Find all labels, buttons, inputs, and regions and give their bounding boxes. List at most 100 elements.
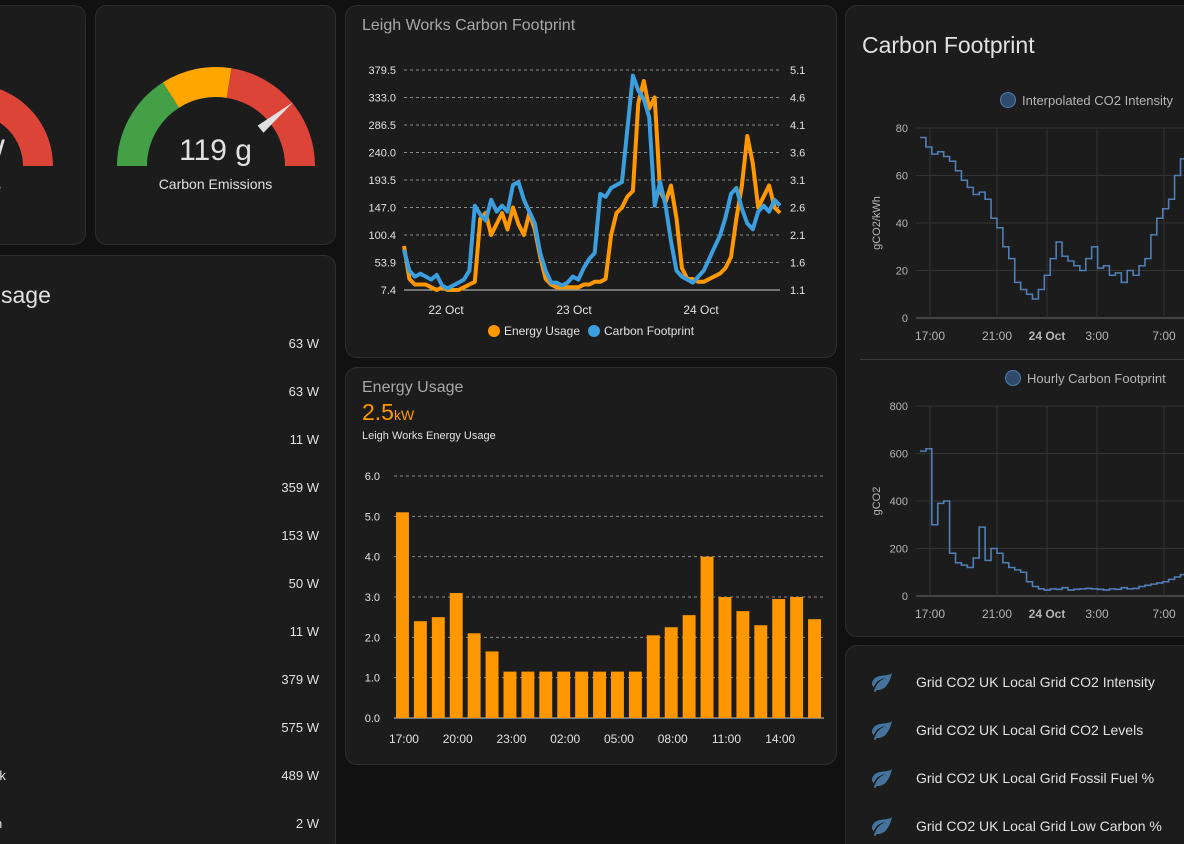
legend-energy-usage[interactable]: Energy Usage	[487, 324, 580, 338]
legend-carbon-footprint[interactable]: Carbon Footprint	[588, 324, 694, 338]
y-tick: 6.0	[365, 471, 380, 483]
energy-usage-card: Energy Usage 2.5kW Leigh Works Energy Us…	[345, 367, 837, 765]
bar	[790, 597, 804, 718]
y-tick: 3.0	[365, 592, 380, 604]
y-left-tick: 53.9	[375, 258, 396, 270]
usage-row-value[interactable]: 379 W	[281, 672, 319, 687]
gauge-card-carbon[interactable]: 119 g Carbon Emissions	[95, 5, 336, 245]
x-tick: 11:00	[712, 732, 741, 746]
x-tick: 7:00	[1152, 329, 1176, 343]
usage-row-name: n	[0, 816, 2, 831]
gauge-needle	[257, 102, 294, 133]
usage-row-value[interactable]: 11 W	[289, 624, 319, 639]
bar	[808, 619, 821, 718]
y-left-tick: 147.0	[368, 203, 396, 215]
power-gauge-label: e	[0, 179, 1, 195]
x-tick: 24 Oct	[1029, 329, 1066, 343]
y-right-tick: 3.6	[790, 148, 805, 160]
co2-intensity-chart[interactable]: 0 20 40 60 80 17:00 21:00 24 Oct 3:00 7:00 gCO2/kW…	[846, 114, 1184, 354]
x-tick: 24 Oct	[1029, 607, 1066, 621]
bar	[521, 671, 535, 718]
usage-row-value[interactable]: 63 W	[288, 336, 319, 351]
y-tick: 800	[890, 401, 908, 413]
usage-row-value[interactable]: 489 W	[281, 768, 319, 783]
y-tick: 400	[890, 496, 908, 508]
bar	[611, 671, 624, 718]
x-tick: 24 Oct	[683, 303, 719, 317]
bar	[718, 597, 732, 718]
usage-row-value[interactable]: 11 W	[289, 432, 319, 447]
y-tick: 20	[896, 266, 908, 278]
chart2-legend[interactable]: Hourly Carbon Footprint	[1005, 370, 1166, 386]
bar	[449, 592, 463, 718]
x-tick: 3:00	[1085, 607, 1109, 621]
bar	[575, 671, 589, 718]
y-right-tick: 2.6	[790, 203, 805, 215]
entity-label: Grid CO2 UK Local Grid CO2 Intensity	[916, 674, 1155, 690]
y-axis-label: gCO2/kWh	[871, 196, 883, 250]
bar	[664, 627, 678, 718]
x-tick: 23:00	[496, 732, 526, 746]
usage-row-value[interactable]: 575 W	[281, 720, 319, 735]
usage-row-value[interactable]: 50 W	[288, 576, 319, 591]
x-tick: 23 Oct	[556, 303, 592, 317]
series-line	[920, 447, 1184, 591]
y-left-tick: 379.5	[368, 65, 396, 77]
series-line	[402, 73, 782, 291]
usage-row-value[interactable]: 359 W	[281, 480, 319, 495]
y-right-tick: 4.6	[790, 93, 805, 105]
y-left-tick: 240.0	[368, 148, 396, 160]
energy-unit: kW	[393, 407, 415, 423]
bar	[557, 671, 571, 718]
legend-label: Carbon Footprint	[604, 324, 695, 338]
x-tick: 21:00	[982, 329, 1012, 343]
x-tick: 3:00	[1085, 329, 1109, 343]
y-left-tick: 333.0	[368, 93, 396, 105]
leaf-icon	[872, 769, 892, 788]
x-tick: 7:00	[1152, 607, 1176, 621]
y-tick: 0.0	[365, 713, 380, 725]
y-left-tick: 193.5	[368, 175, 396, 187]
entity-row[interactable]: Grid CO2 UK Local Grid Low Carbon %	[870, 814, 1162, 838]
usage-card-title: sage	[1, 282, 51, 308]
bar	[646, 635, 660, 718]
entity-row[interactable]: Grid CO2 UK Local Grid Fossil Fuel %	[870, 766, 1154, 790]
x-tick: 14:00	[765, 732, 795, 746]
x-tick: 08:00	[658, 732, 688, 746]
hourly-footprint-chart[interactable]: 0 200 400 600 800 17:00 21:00 24 Oct 3:00 7:00 gCO…	[846, 392, 1184, 632]
entity-label: Grid CO2 UK Local Grid CO2 Levels	[916, 722, 1144, 738]
bar	[431, 617, 445, 718]
bar	[628, 671, 642, 718]
chart2-legend-label: Hourly Carbon Footprint	[1027, 370, 1166, 386]
gauge-card-power[interactable]: W e	[0, 5, 86, 245]
bar	[467, 633, 481, 718]
x-tick: 17:00	[389, 732, 419, 746]
legend-label: Energy Usage	[503, 324, 580, 338]
y-right-tick: 4.1	[790, 120, 805, 132]
chart1-legend[interactable]: Interpolated CO2 Intensity	[1000, 92, 1173, 108]
footprint-chart[interactable]: 379.5 5.1 333.0 4.6 286.5 4.1 240.0 3.6 193.5 3.1…	[346, 36, 837, 356]
y-tick: 4.0	[365, 552, 380, 564]
y-axis-label: gCO2	[871, 487, 883, 516]
y-tick: 1.0	[365, 673, 380, 685]
energy-bar-chart[interactable]: 0.0 1.0 2.0 3.0 4.0 5.0 6.0 17:00 20:00 23:00 02:0…	[346, 458, 837, 758]
energy-subtitle: Leigh Works Energy Usage	[362, 430, 496, 442]
y-right-tick: 1.6	[790, 258, 805, 270]
y-right-tick: 2.1	[790, 230, 805, 242]
usage-row-value[interactable]: 63 W	[288, 384, 319, 399]
y-left-tick: 7.4	[381, 285, 396, 297]
entity-row[interactable]: Grid CO2 UK Local Grid CO2 Levels	[870, 718, 1143, 742]
x-tick: 17:00	[915, 329, 945, 343]
y-right-tick: 5.1	[790, 65, 805, 77]
leaf-icon	[872, 673, 892, 692]
usage-row-value[interactable]: 153 W	[281, 528, 319, 543]
grid-co2-entities-card: Grid CO2 UK Local Grid CO2 Intensity Grid…	[845, 645, 1184, 844]
entity-row[interactable]: Grid CO2 UK Local Grid CO2 Intensity	[870, 670, 1155, 694]
footprint-chart-card: Leigh Works Carbon Footprint 379.5 5.1 333…	[345, 5, 837, 358]
carbon-card-title: Carbon Footprint	[862, 32, 1035, 58]
leaf-icon	[872, 817, 892, 836]
y-tick: 200	[890, 544, 908, 556]
x-tick: 22 Oct	[428, 303, 464, 317]
usage-row-value[interactable]: 2 W	[295, 816, 319, 831]
carbon-gauge-label: Carbon Emissions	[158, 176, 273, 192]
